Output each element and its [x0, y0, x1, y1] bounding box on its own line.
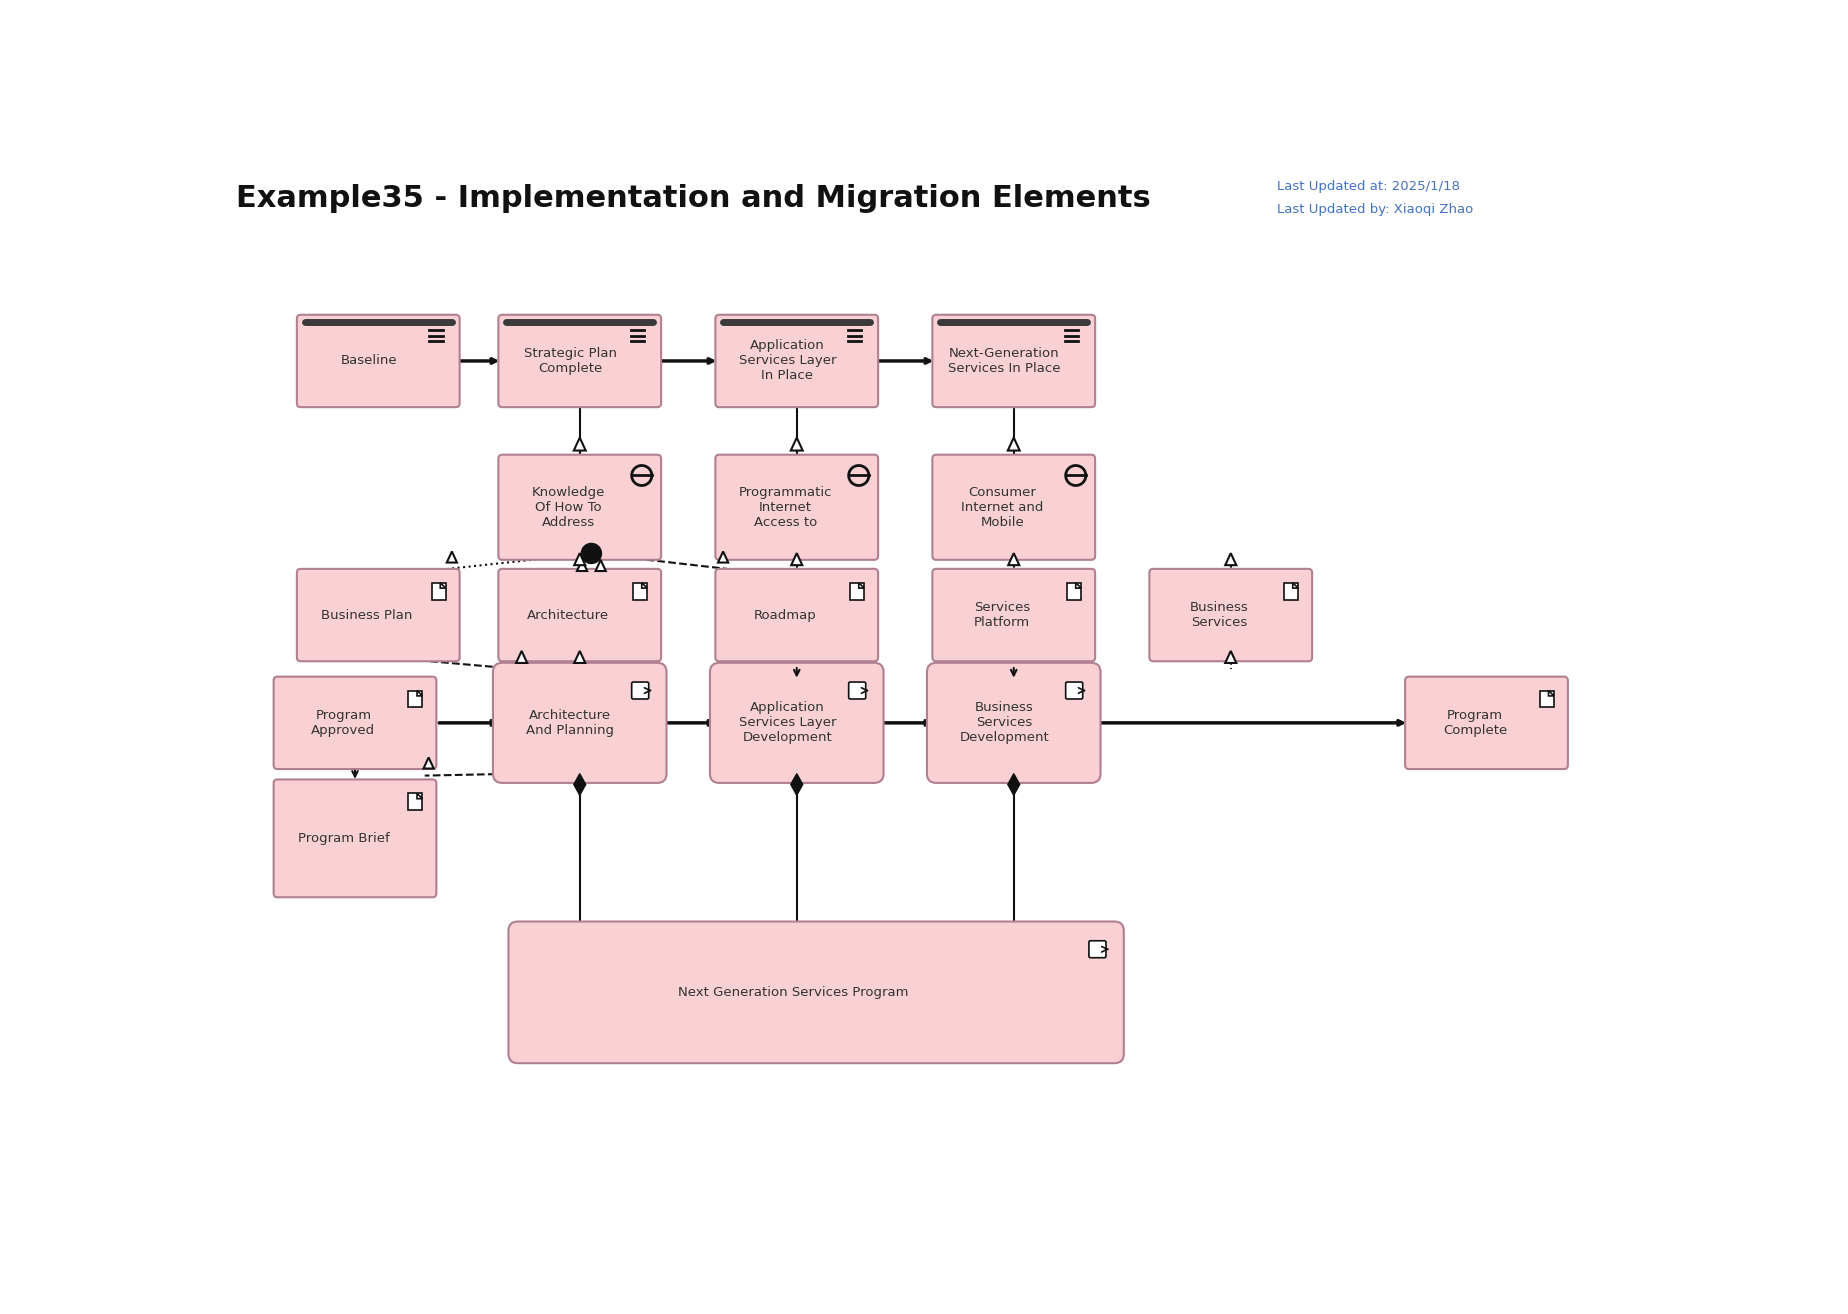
Text: Program
Complete: Program Complete — [1443, 708, 1506, 737]
Text: Knowledge
Of How To
Address: Knowledge Of How To Address — [532, 486, 604, 528]
Polygon shape — [1225, 553, 1236, 565]
FancyBboxPatch shape — [632, 682, 649, 699]
FancyBboxPatch shape — [499, 569, 662, 661]
Polygon shape — [516, 650, 527, 664]
FancyBboxPatch shape — [933, 455, 1096, 560]
Bar — [850, 582, 865, 599]
Polygon shape — [1225, 650, 1236, 664]
Text: Application
Services Layer
In Place: Application Services Layer In Place — [739, 339, 835, 382]
Text: Business Plan: Business Plan — [322, 608, 412, 622]
Text: Next-Generation
Services In Place: Next-Generation Services In Place — [948, 347, 1061, 374]
Polygon shape — [573, 774, 586, 795]
Polygon shape — [1007, 774, 1020, 795]
FancyBboxPatch shape — [928, 662, 1101, 783]
Bar — [408, 794, 423, 811]
FancyBboxPatch shape — [508, 921, 1124, 1063]
FancyBboxPatch shape — [1149, 569, 1312, 661]
Text: Strategic Plan
Complete: Strategic Plan Complete — [525, 347, 617, 374]
Text: Architecture
And Planning: Architecture And Planning — [527, 708, 614, 737]
Polygon shape — [577, 560, 588, 572]
FancyBboxPatch shape — [493, 662, 667, 783]
Polygon shape — [1294, 582, 1297, 589]
Polygon shape — [440, 582, 445, 589]
Polygon shape — [791, 553, 802, 565]
FancyBboxPatch shape — [274, 779, 436, 897]
FancyBboxPatch shape — [1088, 941, 1105, 958]
Bar — [1068, 582, 1081, 599]
Text: Programmatic
Internet
Access to: Programmatic Internet Access to — [739, 486, 832, 528]
Bar — [408, 691, 423, 707]
Polygon shape — [595, 560, 606, 572]
Bar — [1539, 691, 1554, 707]
Polygon shape — [1009, 553, 1020, 565]
FancyBboxPatch shape — [933, 569, 1096, 661]
Polygon shape — [1007, 438, 1020, 451]
Text: Program Brief: Program Brief — [298, 832, 390, 845]
Circle shape — [582, 544, 601, 564]
Polygon shape — [447, 552, 456, 562]
Text: Last Updated by: Xiaoqi Zhao: Last Updated by: Xiaoqi Zhao — [1277, 204, 1473, 215]
Text: Consumer
Internet and
Mobile: Consumer Internet and Mobile — [961, 486, 1044, 528]
Bar — [432, 582, 445, 599]
FancyBboxPatch shape — [499, 455, 662, 560]
Text: Business
Services
Development: Business Services Development — [959, 702, 1050, 744]
FancyBboxPatch shape — [298, 315, 460, 407]
Text: Baseline: Baseline — [340, 355, 397, 368]
Polygon shape — [1076, 582, 1081, 589]
Polygon shape — [791, 438, 802, 451]
Polygon shape — [575, 650, 586, 664]
Text: Next Generation Services Program: Next Generation Services Program — [678, 986, 907, 999]
Text: Business
Services: Business Services — [1190, 600, 1249, 629]
Polygon shape — [859, 582, 865, 589]
FancyBboxPatch shape — [274, 677, 436, 769]
FancyBboxPatch shape — [1404, 677, 1567, 769]
FancyBboxPatch shape — [499, 315, 662, 407]
Polygon shape — [1549, 691, 1554, 696]
Polygon shape — [573, 438, 586, 451]
Polygon shape — [791, 774, 802, 795]
Text: Program
Approved: Program Approved — [310, 708, 375, 737]
FancyBboxPatch shape — [1066, 682, 1083, 699]
Polygon shape — [575, 553, 586, 565]
Text: Example35 - Implementation and Migration Elements: Example35 - Implementation and Migration… — [237, 184, 1151, 213]
FancyBboxPatch shape — [715, 455, 878, 560]
FancyBboxPatch shape — [715, 315, 878, 407]
Text: Roadmap: Roadmap — [754, 608, 817, 622]
Polygon shape — [641, 582, 647, 589]
Text: Application
Services Layer
Development: Application Services Layer Development — [739, 702, 835, 744]
FancyBboxPatch shape — [848, 682, 865, 699]
Polygon shape — [418, 794, 423, 799]
Polygon shape — [423, 757, 434, 769]
FancyBboxPatch shape — [715, 569, 878, 661]
FancyBboxPatch shape — [710, 662, 883, 783]
Text: Architecture: Architecture — [527, 608, 610, 622]
Bar — [634, 582, 647, 599]
Polygon shape — [719, 552, 728, 562]
Text: Last Updated at: 2025/1/18: Last Updated at: 2025/1/18 — [1277, 180, 1460, 193]
FancyBboxPatch shape — [298, 569, 460, 661]
Bar — [1284, 582, 1297, 599]
Polygon shape — [418, 691, 423, 696]
Text: Services
Platform: Services Platform — [974, 600, 1029, 629]
FancyBboxPatch shape — [933, 315, 1096, 407]
